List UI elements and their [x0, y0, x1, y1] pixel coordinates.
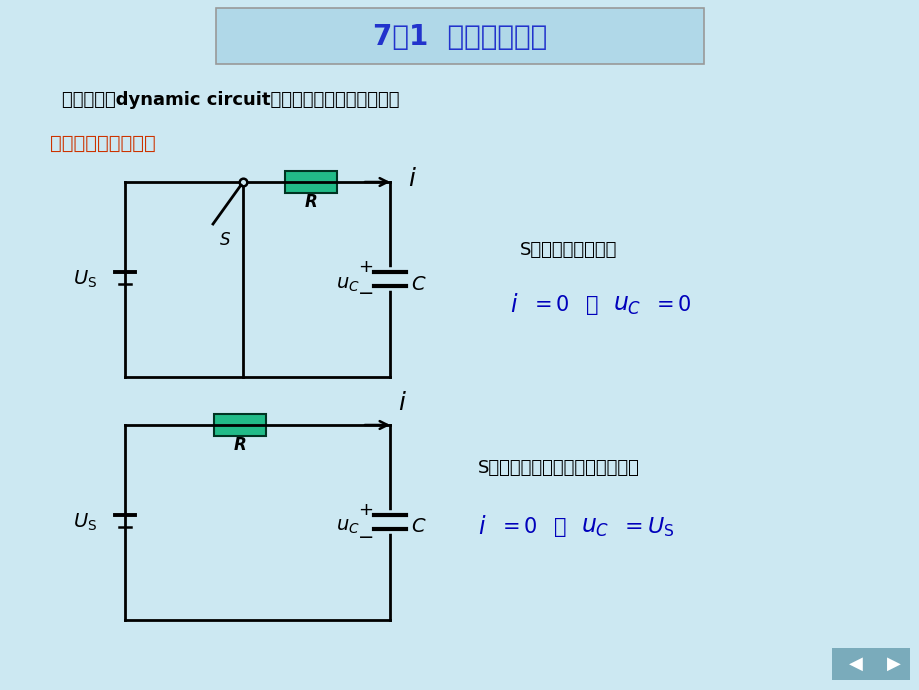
Text: $i$: $i$: [509, 293, 518, 317]
Text: $u_C$: $u_C$: [581, 515, 608, 539]
Text: +: +: [358, 258, 373, 276]
Text: C: C: [411, 275, 425, 293]
Text: R: R: [233, 436, 246, 454]
Text: ，: ，: [553, 517, 566, 537]
Text: −: −: [357, 527, 374, 546]
Text: R: R: [304, 193, 317, 211]
Text: ▶: ▶: [886, 655, 900, 673]
Text: $u_C$: $u_C$: [612, 293, 641, 317]
Text: $= 0$: $= 0$: [497, 517, 537, 537]
Text: $i$: $i$: [407, 167, 416, 191]
Text: S: S: [220, 231, 230, 249]
Bar: [285, 171, 336, 193]
Text: $i$: $i$: [478, 515, 486, 539]
Text: −: −: [357, 284, 374, 304]
Text: $= U_\mathrm{S}$: $= U_\mathrm{S}$: [619, 515, 674, 539]
Text: $i$: $i$: [397, 391, 406, 415]
Text: ◀: ◀: [848, 655, 862, 673]
Text: $= 0$: $= 0$: [652, 295, 691, 315]
Text: S未动作前（稳态）: S未动作前（稳态）: [519, 241, 617, 259]
FancyBboxPatch shape: [216, 8, 703, 64]
Text: 7．1  动态电路概述: 7．1 动态电路概述: [372, 23, 547, 51]
Text: $u_C$: $u_C$: [335, 518, 359, 537]
Text: +: +: [358, 501, 373, 519]
Bar: [214, 414, 266, 436]
Text: 一、电路的过渡过程: 一、电路的过渡过程: [50, 133, 155, 152]
Text: $u_C$: $u_C$: [335, 275, 359, 293]
Text: $U_\mathrm{S}$: $U_\mathrm{S}$: [73, 268, 97, 290]
Text: $U_\mathrm{S}$: $U_\mathrm{S}$: [73, 511, 97, 533]
Text: 动态电路（dynamic circuit）：用微分方程描述的电路: 动态电路（dynamic circuit）：用微分方程描述的电路: [62, 91, 399, 109]
Text: $= 0$: $= 0$: [529, 295, 569, 315]
Text: S接通电源后很长时间（新稳态）: S接通电源后很长时间（新稳态）: [478, 459, 640, 477]
Text: C: C: [411, 518, 425, 537]
FancyBboxPatch shape: [831, 648, 909, 680]
Text: ，: ，: [585, 295, 598, 315]
